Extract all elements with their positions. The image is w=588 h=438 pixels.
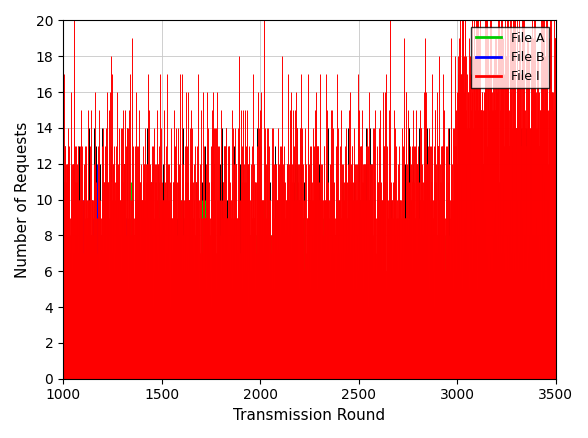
- X-axis label: Transmission Round: Transmission Round: [233, 408, 385, 423]
- Legend: File A, File B, File I: File A, File B, File I: [470, 27, 549, 88]
- Y-axis label: Number of Requests: Number of Requests: [15, 121, 30, 278]
